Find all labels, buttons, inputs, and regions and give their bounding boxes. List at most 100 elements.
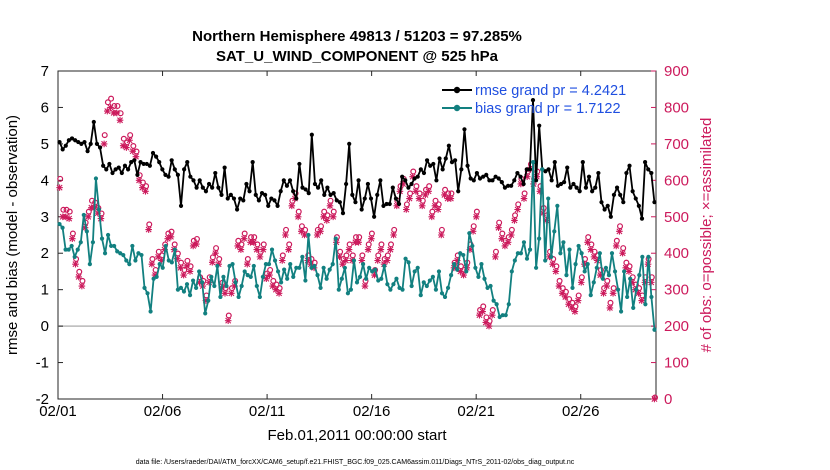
- bias-point: [184, 282, 190, 287]
- obs-possible-point: [604, 277, 611, 284]
- obs-possible-point: [617, 223, 624, 230]
- rmse-point: [565, 165, 570, 170]
- rmse-point: [94, 141, 100, 146]
- rmse-point: [558, 181, 564, 187]
- y-left-tick-label: 4: [41, 172, 49, 189]
- rmse-point: [396, 201, 402, 207]
- rmse-point: [97, 145, 103, 150]
- bias-point: [324, 276, 329, 281]
- rmse-point: [253, 192, 258, 198]
- y-right-tick-label: 500: [664, 209, 689, 226]
- bias-point: [209, 274, 214, 280]
- rmse-point: [129, 160, 134, 165]
- obs-possible-point: [407, 190, 414, 197]
- obs-possible-point: [365, 241, 372, 248]
- rmse-point: [340, 211, 346, 216]
- bias-point: [482, 276, 487, 281]
- obs-assimilated-point: [603, 282, 610, 290]
- obs-assimilated-point: [100, 140, 108, 148]
- bias-point: [279, 280, 284, 285]
- bias-point: [99, 236, 105, 241]
- bias-point: [96, 207, 102, 212]
- obs-assimilated-point: [282, 231, 289, 239]
- bias-point: [543, 258, 548, 263]
- obs-possible-point: [337, 248, 344, 255]
- y-left-tick-label: 5: [41, 136, 49, 153]
- rmse-point: [312, 181, 318, 187]
- rmse-point: [69, 136, 75, 141]
- obs-assimilated-point: [65, 215, 73, 222]
- rmse-point: [365, 181, 371, 187]
- obs-assimilated-point: [469, 228, 477, 235]
- bias-point: [476, 274, 481, 280]
- obs-assimilated-point: [571, 308, 579, 315]
- obs-assimilated-point: [145, 226, 152, 233]
- obs-assimilated-point: [237, 246, 245, 253]
- obs-assimilated-point: [434, 206, 442, 213]
- obs-assimilated-point: [616, 228, 623, 235]
- rmse-point: [166, 174, 171, 179]
- obs-assimilated-point: [250, 238, 257, 246]
- bias-point: [445, 285, 451, 290]
- rmse-point: [73, 138, 78, 143]
- obs-possible-point: [216, 256, 223, 263]
- obs-assimilated-point: [482, 319, 490, 326]
- rmse-point: [449, 160, 455, 165]
- y-right-tick-labels: 0 100 200 300 400 500 600 700 800 900: [664, 63, 689, 408]
- rmse-point: [434, 178, 439, 183]
- rmse-point: [646, 167, 651, 172]
- obs-assimilated-point: [517, 180, 525, 188]
- obs-assimilated-point: [205, 279, 213, 286]
- rmse-point: [418, 167, 423, 172]
- obs-assimilated-point: [552, 268, 560, 275]
- bias-point: [652, 327, 657, 332]
- bias-point: [187, 293, 193, 298]
- bias-point: [585, 262, 590, 267]
- obs-possible-point: [184, 257, 191, 264]
- obs-possible-point: [359, 252, 366, 259]
- obs-assimilated-point: [342, 257, 350, 264]
- obs-assimilated-point: [193, 240, 200, 248]
- obs-assimilated-point: [278, 257, 286, 264]
- rmse-point: [315, 185, 321, 190]
- bias-point: [646, 254, 651, 259]
- bias-point: [124, 258, 129, 263]
- obs-assimilated-point: [619, 249, 626, 257]
- obs-possible-point: [295, 208, 302, 215]
- bias-point: [464, 269, 469, 274]
- bias-point: [570, 285, 575, 290]
- obs-assimilated-point: [78, 282, 86, 290]
- bias-point: [309, 265, 314, 270]
- obs-assimilated-point: [221, 290, 229, 297]
- bias-point: [427, 278, 432, 283]
- bias-point: [139, 252, 144, 258]
- bias-point: [203, 311, 208, 316]
- obs-assimilated-point: [507, 231, 515, 239]
- obs-possible-point: [327, 197, 334, 204]
- rmse-point: [216, 185, 221, 190]
- bias-point: [509, 269, 514, 274]
- obs-assimilated-point: [431, 202, 439, 210]
- bias-point: [194, 285, 199, 290]
- rmse-point: [250, 160, 255, 165]
- bias-point: [452, 262, 457, 267]
- bias-point: [115, 249, 120, 254]
- obs-possible-point: [213, 245, 220, 252]
- obs-possible-point: [270, 277, 277, 284]
- obs-possible-point: [346, 241, 353, 248]
- bias-point: [530, 160, 536, 165]
- bias-point: [418, 293, 423, 298]
- obs-assimilated-point: [428, 213, 436, 221]
- rmse-point: [278, 189, 283, 194]
- bias-point: [494, 302, 499, 307]
- bias-point: [591, 280, 596, 285]
- bias-point: [455, 267, 460, 272]
- rmse-point: [543, 169, 548, 174]
- obs-assimilated-point: [441, 191, 448, 199]
- rmse-point: [169, 158, 174, 163]
- bias-point: [163, 243, 168, 249]
- obs-possible-point: [556, 277, 563, 284]
- obs-assimilated-point: [587, 246, 595, 253]
- rmse-point: [141, 161, 146, 167]
- bias-point: [160, 265, 165, 270]
